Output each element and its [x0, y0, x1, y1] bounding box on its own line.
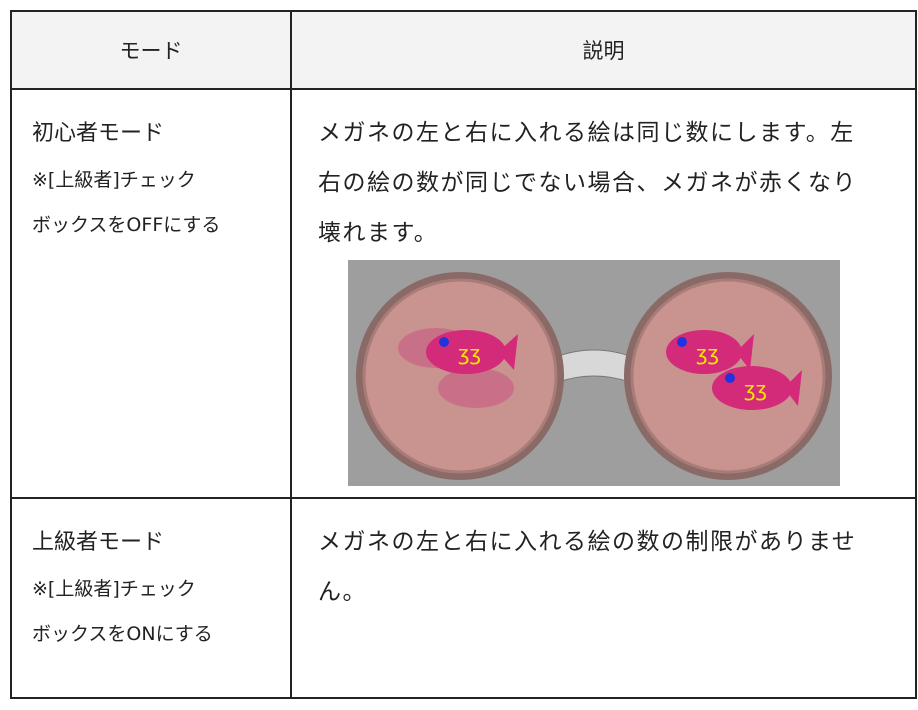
mode-table: モード 説明 初心者モード ※[上級者]チェック ボックスをOFFにする メガネ…	[10, 10, 917, 699]
header-row: モード 説明	[10, 10, 917, 90]
mode-label: 上級者モード	[32, 530, 165, 555]
row: 上級者モード ※[上級者]チェック ボックスをONにする メガネの左と右に入れる…	[10, 497, 917, 699]
row: 初心者モード ※[上級者]チェック ボックスをOFFにする メガネの左と右に入れ…	[10, 88, 917, 499]
mode-cell: 初心者モード ※[上級者]チェック ボックスをOFFにする	[10, 88, 292, 499]
desc-cell: メガネの左と右に入れる絵の数の制限がありませ ん。	[290, 497, 917, 699]
table-wrap: モード 説明 初心者モード ※[上級者]チェック ボックスをOFFにする メガネ…	[10, 10, 917, 710]
glasses-illustration: ʒʒ ʒʒ ʒʒ	[348, 260, 840, 486]
mode-cell: 上級者モード ※[上級者]チェック ボックスをONにする	[10, 497, 292, 699]
desc-line: 壊れます。	[318, 220, 439, 246]
svg-text:ʒʒ: ʒʒ	[696, 341, 719, 365]
note: ※[上級者]チェック	[32, 169, 196, 191]
description: メガネの左と右に入れる絵の数の制限がありませ ん。	[292, 499, 915, 617]
note: ボックスをONにする	[32, 623, 213, 645]
svg-text:ʒʒ: ʒʒ	[458, 341, 481, 365]
desc-line: メガネの左と右に入れる絵の数の制限がありませ	[318, 529, 857, 555]
page: モード 説明 初心者モード ※[上級者]チェック ボックスをOFFにする メガネ…	[10, 10, 917, 699]
mode-label: 初心者モード	[32, 121, 165, 146]
note: ボックスをOFFにする	[32, 214, 221, 236]
desc-line: メガネの左と右に入れる絵は同じ数にします。左	[318, 120, 855, 146]
svg-text:ʒʒ: ʒʒ	[744, 377, 767, 401]
desc-cell: メガネの左と右に入れる絵は同じ数にします。左 右の絵の数が同じでない場合、メガネ…	[290, 88, 917, 499]
header-cell: モード	[10, 10, 292, 90]
desc-line: 右の絵の数が同じでない場合、メガネが赤くなり	[318, 170, 857, 196]
note: ※[上級者]チェック	[32, 578, 196, 600]
header-cell: 説明	[290, 10, 917, 90]
description: メガネの左と右に入れる絵は同じ数にします。左 右の絵の数が同じでない場合、メガネ…	[292, 90, 915, 258]
desc-line: ん。	[318, 579, 367, 605]
